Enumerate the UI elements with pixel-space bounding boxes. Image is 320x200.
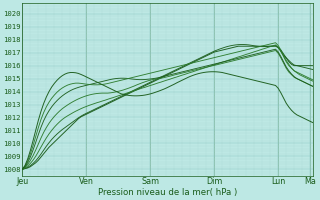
- X-axis label: Pression niveau de la mer( hPa ): Pression niveau de la mer( hPa ): [98, 188, 237, 197]
